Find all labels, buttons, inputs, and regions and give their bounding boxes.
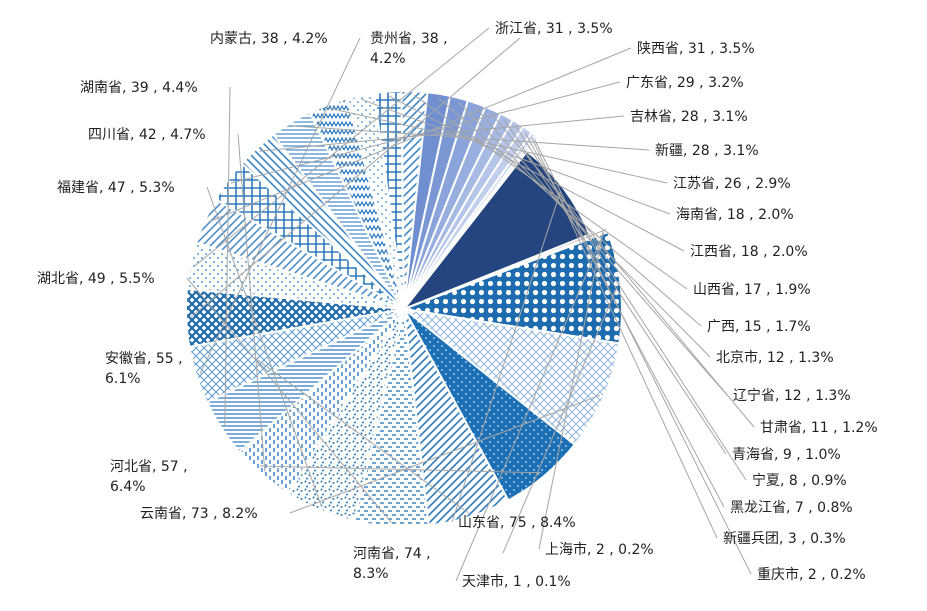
data-label: 河南省, 74 , 8.3% (353, 546, 431, 582)
data-label: 江西省, 18 , 2.0% (690, 244, 808, 260)
leader-line (474, 106, 728, 396)
data-label-line: 河南省, 74 , (353, 546, 431, 562)
pie-slice (188, 308, 405, 404)
leader-line (387, 95, 685, 252)
data-label-line: 上海市, 2 , 0.2% (545, 541, 654, 558)
data-label-line: 重庆市, 2 , 0.2% (757, 566, 866, 583)
data-label-line: 广西, 15 , 1.7% (707, 319, 811, 335)
data-label-line: 黑龙江省, 7 , 0.8% (730, 500, 853, 516)
data-label-line: 湖南省, 39 , 4.4% (80, 80, 198, 96)
leader-line (254, 357, 469, 514)
data-label: 湖南省, 39 , 4.4% (80, 80, 198, 96)
data-label-line: 北京市, 12 , 1.3% (716, 349, 834, 366)
leader-line (531, 136, 718, 539)
data-label: 福建省, 47 , 5.3% (57, 180, 175, 196)
data-label-line: 甘肃省, 11 , 1.2% (760, 420, 878, 436)
data-label-line: 广东省, 29 , 3.2% (626, 75, 744, 91)
leader-line (437, 97, 702, 327)
data-label: 青海省, 9 , 1.0% (732, 447, 841, 463)
data-label-line: 四川省, 42 , 4.7% (88, 127, 206, 143)
leader-lines (186, 27, 755, 582)
data-label: 北京市, 12 , 1.3% (716, 349, 834, 366)
data-label: 内蒙古, 38 , 4.2% (210, 31, 328, 47)
data-label-line: 贵州省, 38 , (370, 31, 448, 47)
data-label-line: 新疆, 28 , 3.1% (655, 143, 759, 159)
data-label: 天津市, 1 , 0.1% (462, 573, 571, 590)
leader-line (289, 394, 600, 514)
data-label-line: 河北省, 57 , (110, 459, 188, 475)
data-label: 上海市, 2 , 0.2% (545, 541, 654, 558)
data-label: 云南省, 73 , 8.2% (140, 506, 258, 522)
data-label-line: 海南省, 18 , 2.0% (676, 207, 794, 223)
data-label-line: 陕西省, 31 , 3.5% (637, 41, 755, 57)
data-label-line: 6.1% (105, 371, 141, 387)
data-label: 安徽省, 55 , 6.1% (105, 351, 183, 387)
data-label: 辽宁省, 12 , 1.3% (733, 387, 851, 404)
data-label: 湖北省, 49 , 5.5% (37, 271, 155, 287)
data-label-line: 云南省, 73 , 8.2% (140, 506, 258, 522)
data-label-line: 浙江省, 31 , 3.5% (495, 21, 613, 37)
data-label: 河北省, 57 , 6.4% (110, 459, 188, 495)
leader-line (237, 133, 266, 472)
data-label-line: 江西省, 18 , 2.0% (690, 244, 808, 260)
data-label-line: 山西省, 17 , 1.9% (693, 282, 811, 298)
data-label-line: 新疆兵团, 3 , 0.3% (723, 531, 846, 547)
leader-line (502, 287, 618, 554)
leader-line (455, 232, 605, 582)
data-label-line: 安徽省, 55 , (105, 351, 183, 367)
data-label-line: 4.2% (370, 51, 406, 67)
data-label: 黑龙江省, 7 , 0.8% (730, 500, 853, 516)
data-labels: 贵州省, 38 , 4.2% 浙江省, 31 , 3.5% 陕西省, 31 , 3.5… (37, 21, 878, 590)
data-label: 广东省, 29 , 3.2% (626, 75, 744, 91)
data-label-line: 8.3% (353, 566, 389, 582)
data-label-line: 青海省, 9 , 1.0% (732, 447, 841, 463)
leader-line (230, 81, 621, 184)
data-label-line: 辽宁省, 12 , 1.3% (733, 387, 851, 404)
data-label: 重庆市, 2 , 0.2% (757, 566, 866, 583)
data-label-line: 江苏省, 26 , 2.9% (673, 176, 791, 192)
leader-line (414, 94, 688, 290)
data-label-line: 吉林省, 28 , 3.1% (630, 109, 748, 125)
leader-line (329, 107, 668, 184)
data-label: 江苏省, 26 , 2.9% (673, 176, 791, 192)
pie-slices (185, 89, 623, 528)
data-label: 新疆, 28 , 3.1% (655, 143, 759, 159)
data-label: 贵州省, 38 , 4.2% (370, 31, 448, 67)
data-label-line: 6.4% (110, 479, 146, 495)
leader-line (193, 27, 490, 267)
leader-line (504, 119, 727, 455)
data-label: 陕西省, 31 , 3.5% (637, 41, 755, 57)
data-label: 吉林省, 28 , 3.1% (630, 109, 748, 125)
data-label: 新疆兵团, 3 , 0.3% (723, 531, 846, 547)
data-label-line: 福建省, 47 , 5.3% (57, 180, 175, 196)
data-label: 甘肃省, 11 , 1.2% (760, 420, 878, 436)
leader-line (186, 277, 392, 523)
leader-line (206, 186, 322, 507)
leader-line (457, 101, 711, 358)
leader-line (451, 191, 562, 523)
pie-slice (400, 307, 621, 447)
data-label: 浙江省, 31 , 3.5% (495, 21, 613, 37)
leader-line (199, 37, 361, 375)
data-label-line: 内蒙古, 38 , 4.2% (210, 31, 328, 47)
data-label-line: 山东省, 75 , 8.4% (458, 515, 576, 531)
data-label: 山西省, 17 , 1.9% (693, 282, 811, 298)
data-label: 广西, 15 , 1.7% (707, 319, 811, 335)
data-label: 四川省, 42 , 4.7% (88, 127, 206, 143)
leader-line (189, 37, 521, 319)
data-label: 海南省, 18 , 2.0% (676, 207, 794, 223)
data-label: 山东省, 75 , 8.4% (458, 515, 576, 531)
data-label-line: 宁夏, 8 , 0.9% (752, 472, 847, 489)
leader-line (293, 125, 650, 151)
leader-line (538, 230, 604, 550)
data-label: 宁夏, 8 , 0.9% (752, 472, 847, 489)
leader-line (361, 98, 671, 215)
leader-line (534, 139, 752, 575)
leader-line (224, 86, 231, 427)
data-label-line: 天津市, 1 , 0.1% (462, 573, 571, 590)
data-label-line: 湖北省, 49 , 5.5% (37, 271, 155, 287)
